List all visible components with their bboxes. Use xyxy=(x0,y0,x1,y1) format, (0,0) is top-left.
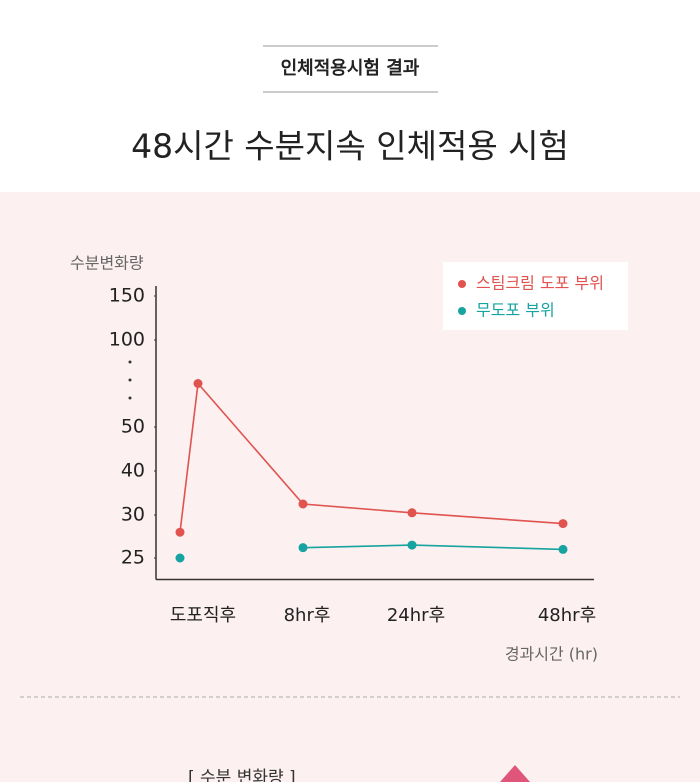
section-label: 인체적용시험 결과 xyxy=(281,57,420,79)
data-point xyxy=(298,499,308,509)
decoration xyxy=(500,765,530,782)
x-axis-label: 경과시간 (hr) xyxy=(505,645,598,664)
y-tick-label: 100 xyxy=(109,329,145,351)
legend-label: 무도포 부위 xyxy=(476,301,555,320)
axis-break-dot xyxy=(128,378,132,382)
data-point xyxy=(558,544,568,554)
legend-box xyxy=(443,262,628,330)
data-point xyxy=(175,527,185,537)
x-tick-label: 도포직후 xyxy=(170,605,236,626)
x-tick-label: 8hr후 xyxy=(284,605,331,626)
y-tick-label: 25 xyxy=(121,547,145,569)
data-point xyxy=(407,540,417,550)
legend-label: 스팀크림 도포 부위 xyxy=(476,274,604,293)
legend-marker xyxy=(458,280,466,288)
page-title: 48시간 수분지속 인체적용 시험 xyxy=(131,127,569,166)
y-tick-label: 40 xyxy=(121,460,145,482)
data-point xyxy=(193,379,203,388)
data-point xyxy=(558,519,568,529)
axis-break-dot xyxy=(128,396,132,400)
y-axis-label: 수분변화량 xyxy=(70,254,144,273)
data-point xyxy=(175,553,185,563)
y-tick-label: 50 xyxy=(121,416,145,438)
legend-marker xyxy=(458,307,466,315)
axis-break-dot xyxy=(128,360,132,364)
data-point xyxy=(407,508,417,518)
next-caption: [ 수분 변화량 ] xyxy=(188,768,296,782)
y-tick-label: 150 xyxy=(109,285,145,307)
x-tick-label: 48hr후 xyxy=(538,605,596,626)
data-point xyxy=(298,543,308,553)
y-tick-label: 30 xyxy=(121,504,145,526)
x-tick-label: 24hr후 xyxy=(387,605,445,626)
